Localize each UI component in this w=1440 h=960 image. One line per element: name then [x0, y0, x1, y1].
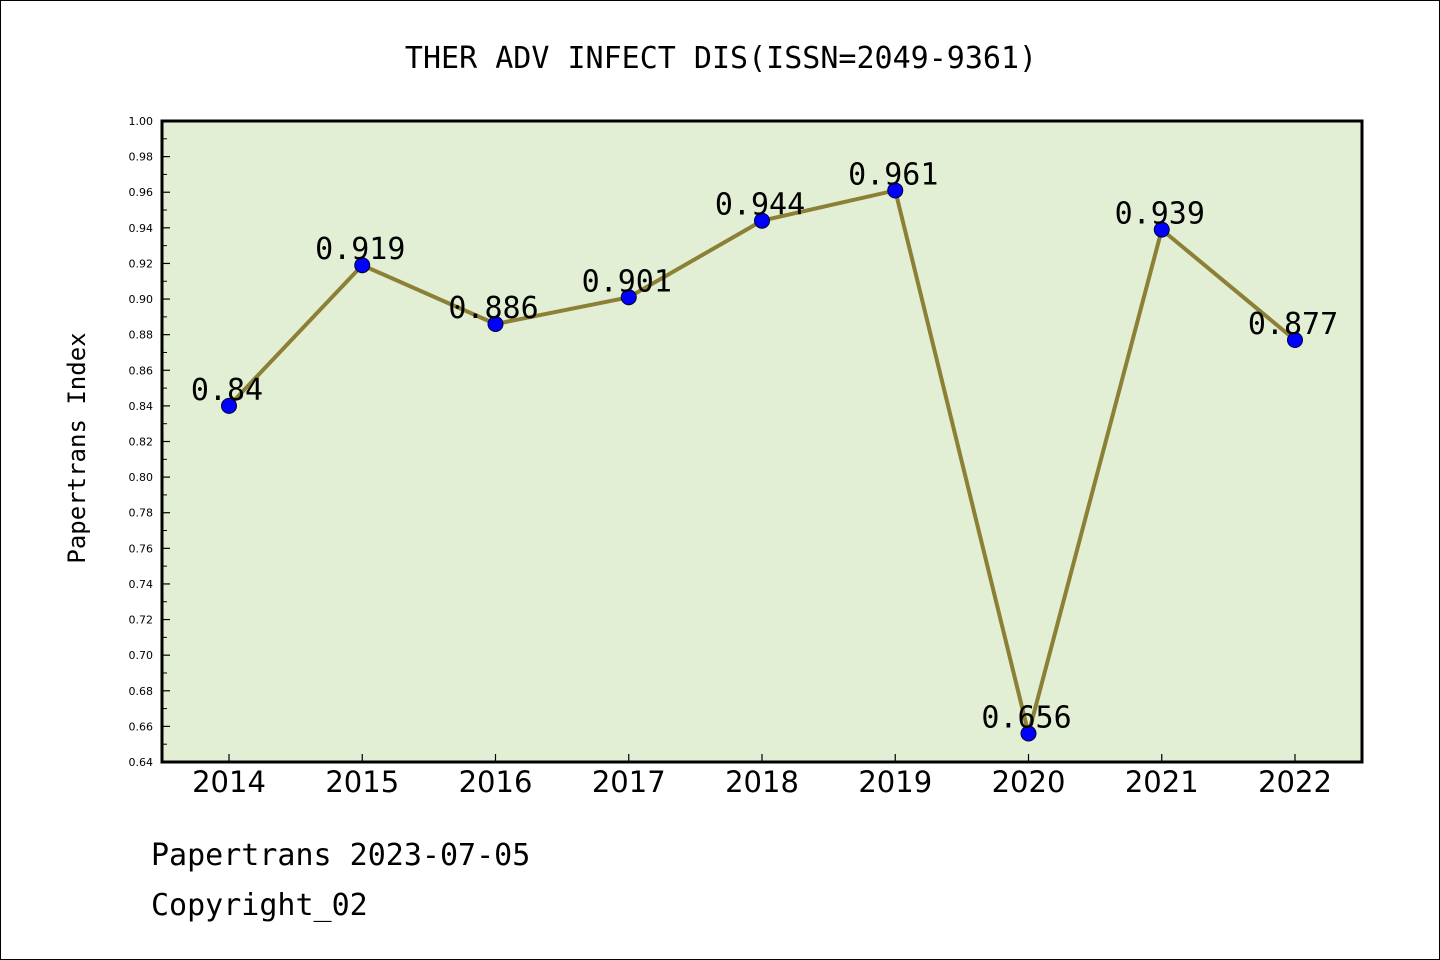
x-tick-label: 2018 — [725, 765, 799, 799]
x-tick-label: 2016 — [459, 765, 533, 799]
x-tick-label: 2022 — [1258, 765, 1332, 799]
y-tick-label: 0.96 — [129, 186, 154, 199]
data-label: 0.901 — [582, 264, 672, 299]
y-tick-label: 0.98 — [129, 151, 154, 164]
x-tick-label: 2020 — [992, 765, 1066, 799]
data-label: 0.886 — [448, 291, 538, 326]
y-tick-label: 0.80 — [129, 471, 154, 484]
data-point — [354, 257, 371, 274]
y-tick-label: 0.76 — [129, 542, 154, 555]
y-axis: 0.64 0.66 0.68 0.70 0.72 0.74 0.76 0.78 0.80 0.82… — [129, 115, 170, 769]
y-axis-label: Papertrans Index — [63, 332, 91, 563]
data-point — [487, 315, 504, 332]
footer-date: Papertrans 2023-07-05 — [151, 838, 530, 873]
data-point — [221, 397, 237, 414]
data-point — [1153, 221, 1170, 238]
x-tick-label: 2021 — [1125, 765, 1199, 799]
y-tick-label: 0.88 — [129, 329, 154, 342]
y-tick-label: 0.90 — [129, 293, 154, 306]
data-points — [221, 182, 1303, 742]
y-tick-label: 0.72 — [129, 614, 154, 627]
x-tick-label: 2017 — [592, 765, 666, 799]
y-tick-label: 0.70 — [129, 649, 154, 662]
y-tick-label: 0.78 — [129, 507, 154, 520]
data-point — [754, 212, 770, 229]
x-tick-label: 2019 — [858, 765, 932, 799]
y-tick-label: 0.68 — [129, 685, 154, 698]
data-label: 0.961 — [848, 157, 938, 192]
data-label: 0.84 — [191, 373, 263, 408]
data-label: 0.919 — [315, 232, 405, 267]
footer-copyright: Copyright_02 — [151, 888, 368, 923]
data-label: 0.656 — [981, 701, 1071, 736]
y-tick-label: 0.94 — [129, 222, 154, 235]
y-tick-label: 0.66 — [129, 720, 154, 733]
data-labels: 0.84 0.919 0.886 0.901 0.944 0.961 0.656 0.939 0… — [191, 157, 1338, 735]
data-point — [620, 289, 637, 306]
y-tick-label: 0.86 — [129, 364, 154, 377]
y-tick-label: 0.92 — [129, 257, 154, 270]
data-point — [1020, 725, 1037, 742]
y-tick-label: 0.84 — [129, 400, 154, 413]
y-tick-label: 0.74 — [129, 578, 154, 591]
y-tick-label: 1.00 — [129, 115, 154, 128]
data-label: 0.877 — [1248, 307, 1338, 342]
plot-frame — [160, 119, 1364, 764]
data-point — [1287, 332, 1303, 349]
y-tick-label: 0.82 — [129, 436, 154, 449]
y-tick-label: 0.64 — [129, 756, 154, 769]
chart-title: THER ADV INFECT DIS(ISSN=2049-9361) — [405, 41, 1037, 76]
x-tick-label: 2015 — [325, 765, 399, 799]
data-point — [887, 182, 904, 199]
data-label: 0.944 — [715, 188, 805, 223]
x-tick-label: 2014 — [192, 765, 266, 799]
x-axis: 2014 2015 2016 2017 2018 2019 2020 2021 2022 — [192, 754, 1332, 799]
data-label: 0.939 — [1115, 197, 1205, 232]
